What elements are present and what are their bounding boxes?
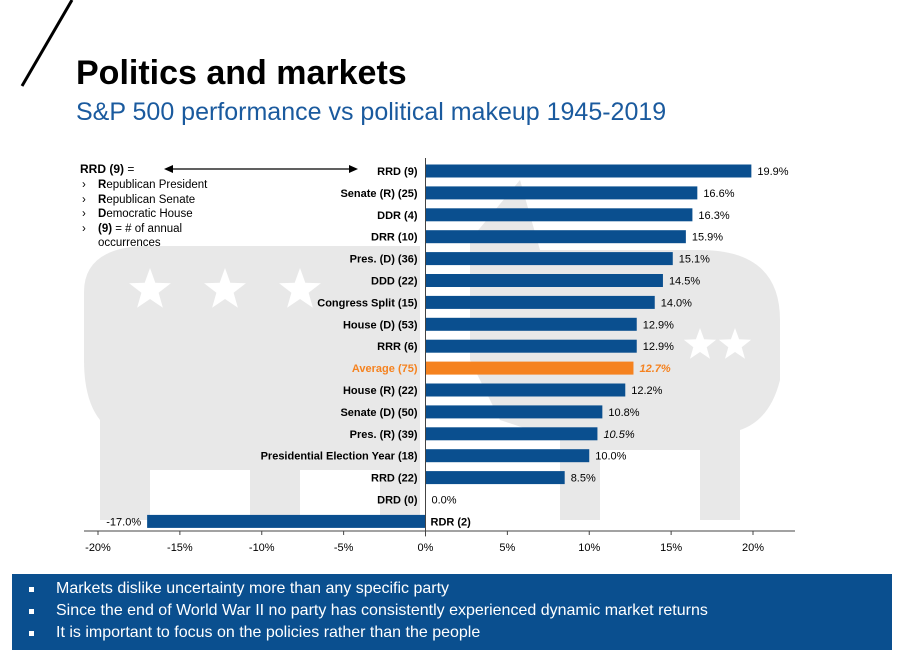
star-icon [129,268,171,308]
x-tick-label: 20% [742,542,764,554]
legend-item: Republican President [80,178,280,193]
legend-item-initial: R [98,193,107,206]
bar [425,405,603,419]
value-label: 10.0% [595,451,626,463]
value-label: 19.9% [757,166,788,178]
legend-item: Republican Senate [80,193,280,208]
value-label: 12.7% [639,363,670,375]
category-label: Senate (R) (25) [340,188,417,200]
category-label: DDR (4) [377,210,418,222]
x-tick-label: -10% [249,542,275,554]
legend-item-initial: R [98,179,107,191]
value-label: 15.9% [692,232,723,244]
bar [425,361,634,375]
legend-item-text: epublican Senate [106,193,196,206]
category-label: DDD (22) [371,276,418,288]
x-tick-label: -15% [167,542,193,554]
category-label: Average (75) [352,363,418,375]
legend-equals: = [127,162,135,176]
star-icon [279,268,321,308]
category-label: Senate (D) (50) [340,407,417,419]
category-label: House (D) (53) [343,319,418,331]
bar [425,339,637,353]
axis-layer: -20% -15% -10% -5% 0% 5% 10% 15% 20% [84,158,795,554]
category-label: Presidential Election Year (18) [261,451,418,463]
value-label: 0.0% [432,495,457,507]
bar [425,186,698,200]
x-tick-label: 5% [499,542,515,554]
value-label: -17.0% [106,516,141,528]
bar [425,317,637,331]
category-label: House (R) (22) [343,385,418,397]
legend-item: Democratic House [80,207,280,222]
summary-box: Markets dislike uncertainty more than an… [12,574,892,650]
bars-layer: RRD (9) 19.9% Senate (R) (25) 16.6% DDR (4) 1… [106,164,789,528]
category-label: DRR (10) [371,232,418,244]
value-label: 15.1% [679,254,710,266]
legend-item-initial: (9) [98,222,113,235]
legend-title-text: RRD (9) [80,162,124,176]
x-tick-label: -20% [85,542,111,554]
star-icon [683,328,717,359]
x-tick-label: 15% [660,542,682,554]
category-label: Congress Split (15) [317,297,418,309]
bar [425,274,663,287]
value-label: 8.5% [571,473,596,485]
bar [425,383,626,397]
page-subtitle: S&P 500 performance vs political makeup … [76,98,667,126]
legend-list: Republican President Republican Senate D… [80,178,280,251]
page-title: Politics and markets [76,54,407,92]
bar [425,295,655,309]
bar [425,471,565,485]
x-tick-label: 10% [578,542,600,554]
value-label: 14.5% [669,276,700,288]
summary-bullet: It is important to focus on the policies… [12,622,892,644]
value-label: 12.2% [631,385,662,397]
value-label: 12.9% [643,319,674,331]
category-label: RRD (22) [371,473,418,485]
bar [425,208,693,222]
bar [147,514,426,528]
bar [425,230,686,244]
legend-item: (9) = # of annual occurrences [80,222,228,251]
legend-item-text: = # of annual occurrences [98,222,183,250]
summary-bullet: Markets dislike uncertainty more than an… [12,578,892,600]
legend-item-text: emocratic House [106,208,193,220]
decorative-slash [20,0,74,87]
legend-item-text: epublican President [106,179,208,191]
bar [425,449,590,463]
star-icon [718,328,752,359]
value-label: 10.8% [608,407,639,419]
x-tick-label: -5% [334,542,354,554]
x-tick-label: 0% [418,542,434,554]
value-label: 16.6% [703,188,734,200]
legend-title: RRD (9) = [80,162,280,176]
value-label: 14.0% [661,297,692,309]
chart-legend: RRD (9) = Republican President Republica… [80,162,280,251]
legend-item-initial: D [98,208,107,220]
value-label: 10.5% [603,429,634,441]
bar [425,252,673,266]
value-label: 12.9% [643,341,674,353]
bar-chart: RRD (9) 19.9%Senate (R) (25) 16.6%DDR (4) 1… [84,158,795,554]
category-label: RRD (9) [377,166,418,178]
summary-list: Markets dislike uncertainty more than an… [12,578,892,644]
category-label: Pres. (R) (39) [350,429,418,441]
value-label: 16.3% [698,210,729,222]
category-label: DRD (0) [377,495,418,507]
bar [425,164,752,178]
category-label: RDR (2) [431,516,472,528]
bar [425,427,598,441]
category-label: Pres. (D) (36) [350,254,418,266]
star-icon [204,268,246,308]
elephant-art [84,246,420,520]
category-label: RRR (6) [377,341,418,353]
legend-arrow [164,165,358,173]
summary-bullet: Since the end of World War II no party h… [12,600,892,622]
